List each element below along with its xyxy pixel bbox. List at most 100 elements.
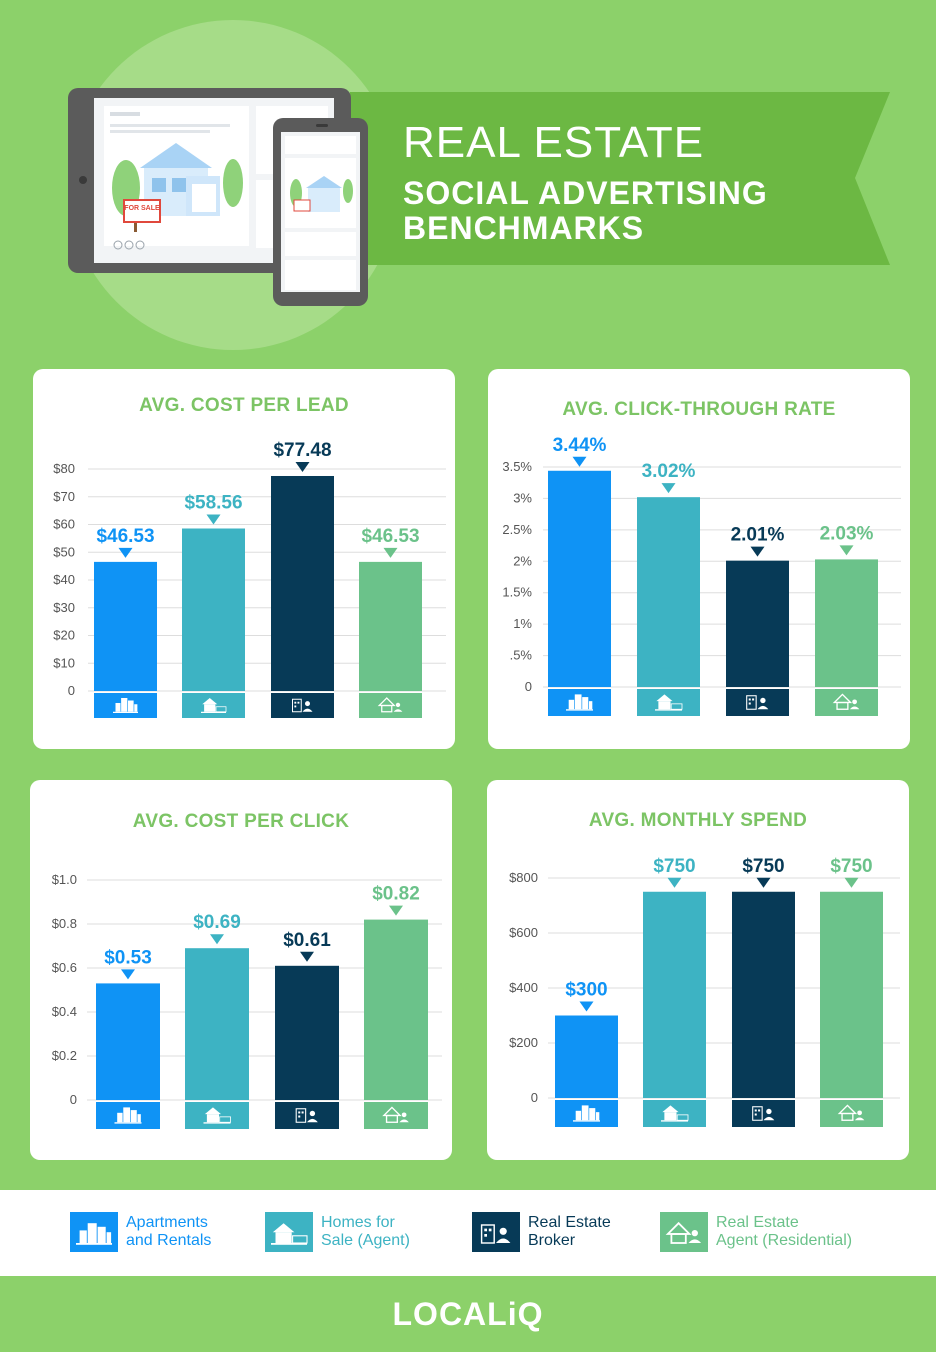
- legend-label-line1: Apartments: [126, 1214, 208, 1231]
- data-label: $46.53: [361, 526, 419, 547]
- legend-label-line1: Homes for: [321, 1214, 395, 1231]
- bar-3: [359, 561, 422, 691]
- agent-house-icon: [382, 1106, 409, 1123]
- data-label: 2.01%: [731, 525, 785, 546]
- house-for-sale-icon: [265, 1212, 313, 1252]
- title-real-estate: REAL ESTATE: [403, 118, 705, 167]
- value-marker: [661, 483, 676, 494]
- legend-label-line2: Sale (Agent): [321, 1232, 410, 1249]
- y-tick-label: $800: [509, 870, 538, 885]
- y-tick-label: $400: [509, 980, 538, 995]
- value-marker: [750, 546, 765, 557]
- legend-item-homes: Homes for Sale (Agent): [265, 1212, 410, 1252]
- y-tick-label: $0.4: [52, 1004, 77, 1019]
- title-line-social-advertising: SOCIAL ADVERTISING: [403, 175, 768, 211]
- panel-cost-per-lead: AVG. COST PER LEAD 0 $10 $20 $30 $40 $50 $60 $7…: [33, 369, 455, 749]
- y-tick-label: 0: [68, 683, 75, 698]
- bar-0: [548, 470, 611, 687]
- data-label: 3.44%: [553, 435, 607, 456]
- bar-1: [185, 948, 249, 1100]
- legend-label-line2: Agent (Residential): [716, 1232, 853, 1249]
- data-label: $0.53: [104, 947, 152, 968]
- chart-cost-per-click: 0 $0.2 $0.4 $0.6 $0.8 $1.0 $0.53 $0.69 $0.61 $0.8…: [52, 872, 442, 1129]
- y-tick-label: $40: [53, 572, 75, 587]
- y-tick-label: 2%: [513, 553, 532, 568]
- bar-2: [275, 965, 339, 1100]
- bar-0: [96, 983, 160, 1100]
- title-ribbon: [350, 92, 890, 265]
- legend-item-apartments: Apartments and Rentals: [70, 1212, 211, 1252]
- agent-house-icon: [377, 697, 403, 713]
- value-marker: [206, 514, 221, 525]
- apartment-buildings-icon: [70, 1212, 118, 1252]
- legend-item-broker: Real Estate Broker: [472, 1212, 611, 1252]
- y-tick-label: .5%: [510, 648, 533, 663]
- value-marker: [572, 456, 587, 467]
- panel-cost-per-click: AVG. COST PER CLICK 0 $0.2 $0.4 $0.6 $0.8 $1.…: [30, 780, 452, 1160]
- value-marker: [383, 547, 398, 558]
- broker-office-icon: [472, 1212, 520, 1252]
- data-label: $750: [653, 856, 695, 877]
- house-for-sale-icon: [655, 694, 683, 711]
- panel-monthly-spend: AVG. MONTHLY SPEND 0 $200 $400 $600 $800 $300…: [487, 780, 909, 1160]
- footer: [0, 1276, 936, 1352]
- y-tick-label: $0.2: [52, 1048, 77, 1063]
- broker-office-icon: [746, 695, 769, 710]
- agent-house-icon: [837, 1104, 865, 1121]
- y-tick-label: 0: [531, 1090, 538, 1105]
- value-marker: [579, 1001, 594, 1012]
- y-tick-label: 1.5%: [502, 585, 532, 600]
- value-marker: [118, 547, 133, 558]
- devices-illustration: FOR SALE: [68, 88, 368, 306]
- bar-3: [820, 891, 883, 1098]
- title-line-benchmarks: BENCHMARKS: [403, 210, 645, 246]
- legend-label-line2: Broker: [528, 1232, 576, 1249]
- y-tick-label: $20: [53, 628, 75, 643]
- apartment-buildings-icon: [113, 698, 138, 713]
- value-marker: [121, 969, 135, 980]
- house-for-sale-icon: [661, 1105, 689, 1122]
- data-label: $750: [830, 856, 872, 877]
- category-icon-strip: [726, 689, 789, 716]
- y-tick-label: $0.6: [52, 960, 77, 975]
- apartment-buildings-icon: [573, 1105, 600, 1122]
- value-marker: [844, 877, 859, 888]
- y-tick-label: $10: [53, 655, 75, 670]
- chart-title-cost-per-lead: AVG. COST PER LEAD: [139, 395, 349, 416]
- value-marker: [210, 934, 224, 945]
- apartment-buildings-icon: [566, 694, 593, 711]
- value-marker: [300, 951, 314, 962]
- data-label: 2.03%: [820, 523, 874, 544]
- y-tick-label: $80: [53, 461, 75, 476]
- broker-office-icon: [292, 698, 313, 713]
- value-marker: [389, 905, 403, 916]
- bar-3: [815, 559, 878, 687]
- bar-1: [182, 528, 245, 691]
- data-label: $750: [742, 856, 784, 877]
- y-tick-label: 0: [70, 1092, 77, 1107]
- bar-2: [271, 475, 334, 691]
- chart-title-cost-per-click: AVG. COST PER CLICK: [132, 811, 350, 832]
- bar-2: [732, 891, 795, 1098]
- broker-office-icon: [752, 1106, 775, 1121]
- y-tick-label: $200: [509, 1035, 538, 1050]
- y-tick-label: $1.0: [52, 872, 77, 887]
- legend-label-line2: and Rentals: [126, 1232, 212, 1249]
- agent-house-icon: [832, 693, 860, 710]
- legend: [0, 1190, 936, 1276]
- chart-click-through-rate: 0 .5% 1% 1.5% 2% 2.5% 3% 3.5% 3.44% 3.02% 2.01% 2.0…: [502, 435, 901, 716]
- house-for-sale-icon: [203, 1107, 231, 1124]
- house-for-sale-icon: [201, 698, 227, 713]
- y-tick-label: 3%: [513, 490, 532, 505]
- data-label: $0.82: [372, 884, 420, 905]
- data-label: $0.69: [193, 912, 241, 933]
- agent-house-icon: [660, 1212, 708, 1252]
- value-marker: [756, 877, 771, 888]
- data-label: $0.61: [283, 930, 331, 951]
- data-label: $46.53: [96, 526, 154, 547]
- chart-cost-per-lead: 0 $10 $20 $30 $40 $50 $60 $70 $80 $46.53 $58.56 $77…: [53, 440, 446, 718]
- y-tick-label: $600: [509, 925, 538, 940]
- localiq-logo: LOCALiQ: [392, 1296, 544, 1332]
- legend-item-agent: Real Estate Agent (Residential): [660, 1212, 852, 1252]
- bar-3: [364, 919, 428, 1100]
